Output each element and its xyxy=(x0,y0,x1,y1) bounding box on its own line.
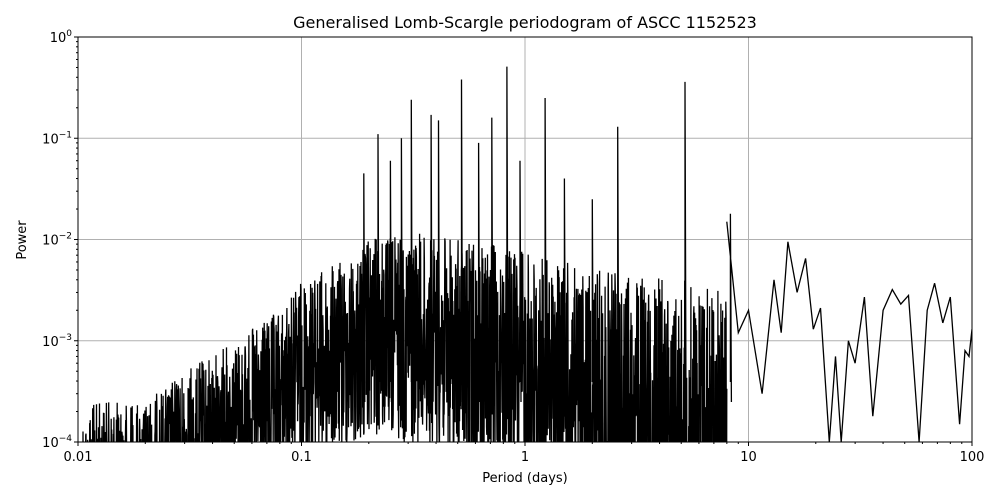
y-tick-label: 10−2 xyxy=(42,232,72,249)
x-tick-label: 10 xyxy=(740,450,757,465)
x-tick-label: 0.1 xyxy=(291,450,312,465)
y-tick-label: 10−1 xyxy=(42,130,72,147)
x-axis-label: Period (days) xyxy=(482,471,568,486)
x-tick-label: 1 xyxy=(521,450,529,465)
periodogram-line xyxy=(82,66,972,442)
y-tick-label: 10−4 xyxy=(42,434,72,451)
y-tick-label: 10−3 xyxy=(42,333,72,350)
y-axis-label: Power xyxy=(15,220,30,260)
y-tick-labels: 100 10−1 10−2 10−3 10−4 xyxy=(42,29,72,451)
chart-title: Generalised Lomb-Scargle periodogram of … xyxy=(293,13,757,32)
x-tick-label: 0.01 xyxy=(64,450,93,465)
axis-ticks xyxy=(74,36,973,446)
x-tick-label: 100 xyxy=(960,450,985,465)
y-tick-label: 100 xyxy=(50,29,73,46)
x-tick-labels: 0.01 0.1 1 10 100 xyxy=(64,450,985,465)
